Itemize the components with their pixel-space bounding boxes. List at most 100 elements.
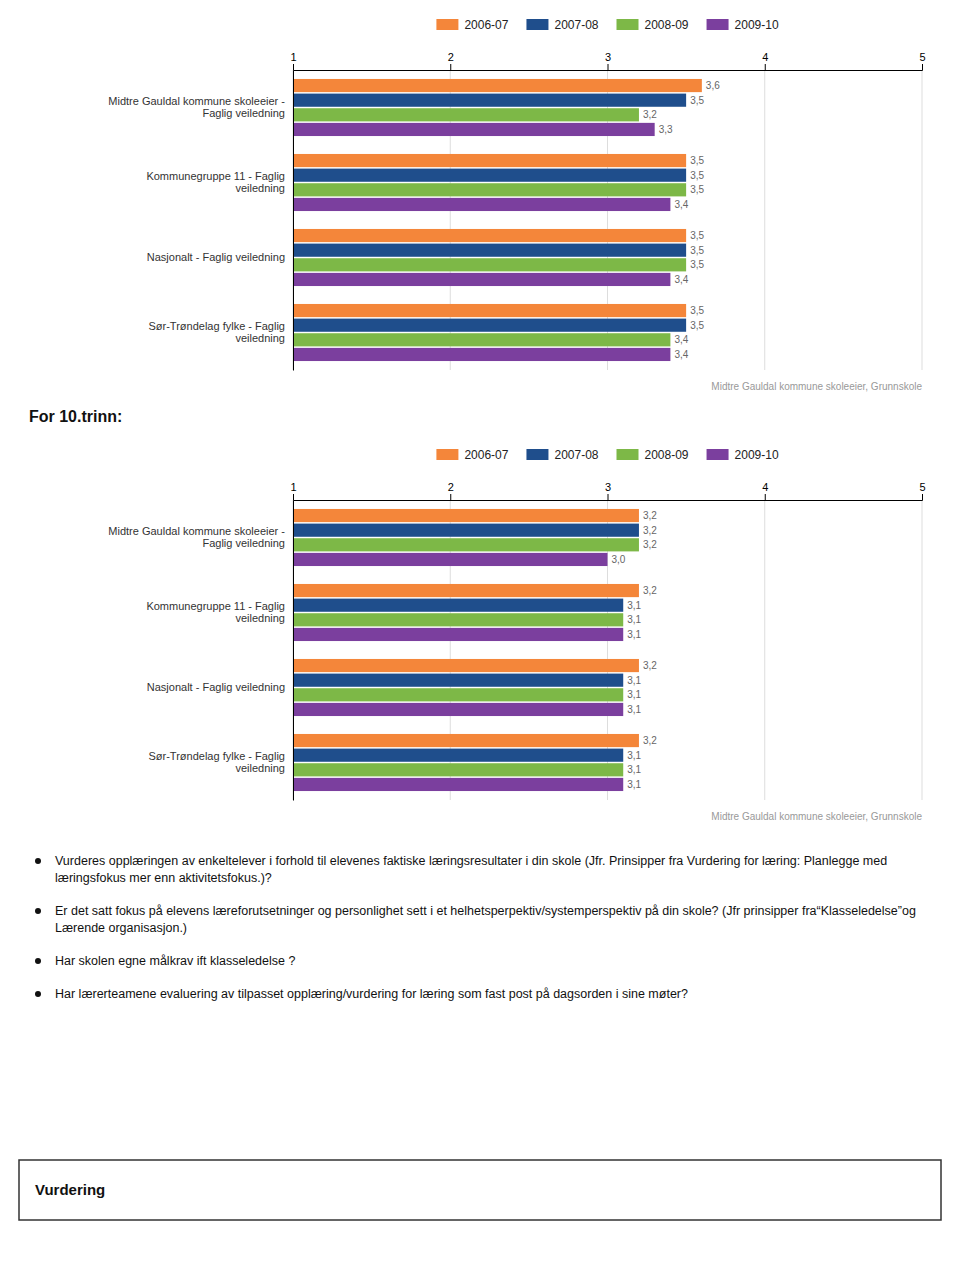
chart-title: For 10.trinn: [29, 408, 122, 425]
bars [293, 509, 639, 791]
legend-item: 2009-10 [707, 18, 779, 32]
bar [293, 79, 702, 92]
data-label: 3,4 [674, 349, 688, 360]
grid-line [764, 70, 765, 370]
legend-label: 2007-08 [554, 18, 598, 32]
bar [293, 348, 670, 361]
y-tick: Nasjonalt - Faglig veiledning [147, 681, 293, 693]
legend-swatch [526, 19, 548, 30]
data-labels: 3,63,53,53,53,53,53,53,53,23,53,53,43,33… [643, 80, 720, 360]
data-label: 3,2 [643, 585, 657, 596]
bar [293, 749, 623, 762]
data-label: 3,2 [643, 525, 657, 536]
data-label: 3,1 [627, 750, 641, 761]
legend-item: 2009-10 [707, 448, 779, 462]
y-tick-label: Kommunegruppe 11 - Fagligveiledning [146, 170, 285, 195]
data-label: 3,5 [690, 245, 704, 256]
legend-item: 2008-09 [617, 18, 689, 32]
y-tick-label: Sør-Trøndelag fylke - Fagligveiledning [148, 320, 285, 345]
x-tick: 2 [448, 51, 454, 70]
bar [293, 333, 670, 346]
data-label: 3,1 [627, 764, 641, 775]
bar [293, 538, 639, 551]
x-tick-mark [293, 64, 294, 70]
x-tick-mark [450, 494, 451, 500]
bar [293, 628, 623, 641]
bar [293, 613, 623, 626]
y-axis: Midtre Gauldal kommune skoleeier -Faglig… [108, 71, 293, 371]
bar [293, 659, 639, 672]
x-tick-mark [293, 494, 294, 500]
x-tick-label: 4 [762, 481, 768, 493]
x-tick-label: 5 [919, 481, 925, 493]
x-tick-mark [765, 494, 766, 500]
y-tick-label: Midtre Gauldal kommune skoleeier -Faglig… [108, 525, 285, 550]
x-tick-label: 1 [290, 51, 296, 63]
y-axis-line [293, 501, 294, 801]
x-tick-mark [450, 64, 451, 70]
bullet [35, 958, 41, 964]
y-tick: Midtre Gauldal kommune skoleeier -Faglig… [108, 95, 293, 120]
legend-swatch [617, 19, 639, 30]
note: Har skolen egne målkrav ift klasseledels… [55, 954, 295, 968]
data-label: 3,5 [690, 170, 704, 181]
data-label: 3,2 [643, 510, 657, 521]
bar [293, 94, 686, 107]
annotation: Midtre Gauldal kommune skoleeier, Grunns… [711, 811, 922, 822]
bar [293, 509, 639, 522]
data-label: 3,4 [674, 334, 688, 345]
y-tick: Sør-Trøndelag fylke - Fagligveiledning [148, 750, 293, 775]
x-tick-label: 2 [448, 51, 454, 63]
bullet [35, 991, 41, 997]
note: Vurderes opplæringen av enkeltelever i f… [55, 854, 887, 885]
legend-label: 2006-07 [464, 18, 508, 32]
legend-item: 2008-09 [617, 448, 689, 462]
x-tick-mark [608, 494, 609, 500]
data-label: 3,2 [643, 660, 657, 671]
data-label: 3,2 [643, 735, 657, 746]
bar [293, 183, 686, 196]
data-label: 3,1 [627, 629, 641, 640]
chart: 123453,23,23,23,23,23,13,13,13,23,13,13,… [108, 481, 925, 822]
x-axis: 12345 [290, 51, 925, 71]
bar [293, 734, 639, 747]
grid-line [764, 500, 765, 800]
x-tick: 2 [448, 481, 454, 500]
y-axis-line [293, 71, 294, 371]
legend-swatch [707, 449, 729, 460]
data-label: 3,2 [643, 539, 657, 550]
bullet [35, 908, 41, 914]
x-tick-mark [608, 64, 609, 70]
legend-item: 2007-08 [526, 18, 598, 32]
bar [293, 304, 686, 317]
data-label: 3,5 [690, 155, 704, 166]
legend-label: 2007-08 [554, 448, 598, 462]
x-tick-mark [765, 64, 766, 70]
legend-swatch [436, 19, 458, 30]
y-tick-label: Sør-Trøndelag fylke - Fagligveiledning [148, 750, 285, 775]
x-tick: 4 [762, 481, 768, 500]
data-label: 3,1 [627, 689, 641, 700]
data-label: 3,5 [690, 230, 704, 241]
data-label: 3,5 [690, 305, 704, 316]
bar [293, 244, 686, 257]
x-tick: 4 [762, 51, 768, 70]
legend-label: 2006-07 [464, 448, 508, 462]
bar [293, 123, 655, 136]
data-label: 3,4 [674, 274, 688, 285]
x-tick-label: 1 [290, 481, 296, 493]
bar [293, 599, 623, 612]
x-tick-mark [922, 64, 923, 70]
data-label: 3,1 [627, 779, 641, 790]
note: Er det satt fokus på elevens læreforutse… [55, 904, 916, 935]
footer-label: Vurdering [35, 1181, 105, 1198]
y-axis: Midtre Gauldal kommune skoleeier -Faglig… [108, 501, 293, 801]
grid-line [293, 500, 294, 800]
chart: 123453,63,53,53,53,53,53,53,53,23,53,53,… [108, 51, 925, 392]
bar [293, 674, 623, 687]
footer-box [19, 1160, 941, 1220]
bar [293, 553, 608, 566]
data-label: 3,2 [643, 109, 657, 120]
legend-label: 2008-09 [645, 448, 689, 462]
grid-line [922, 70, 923, 370]
